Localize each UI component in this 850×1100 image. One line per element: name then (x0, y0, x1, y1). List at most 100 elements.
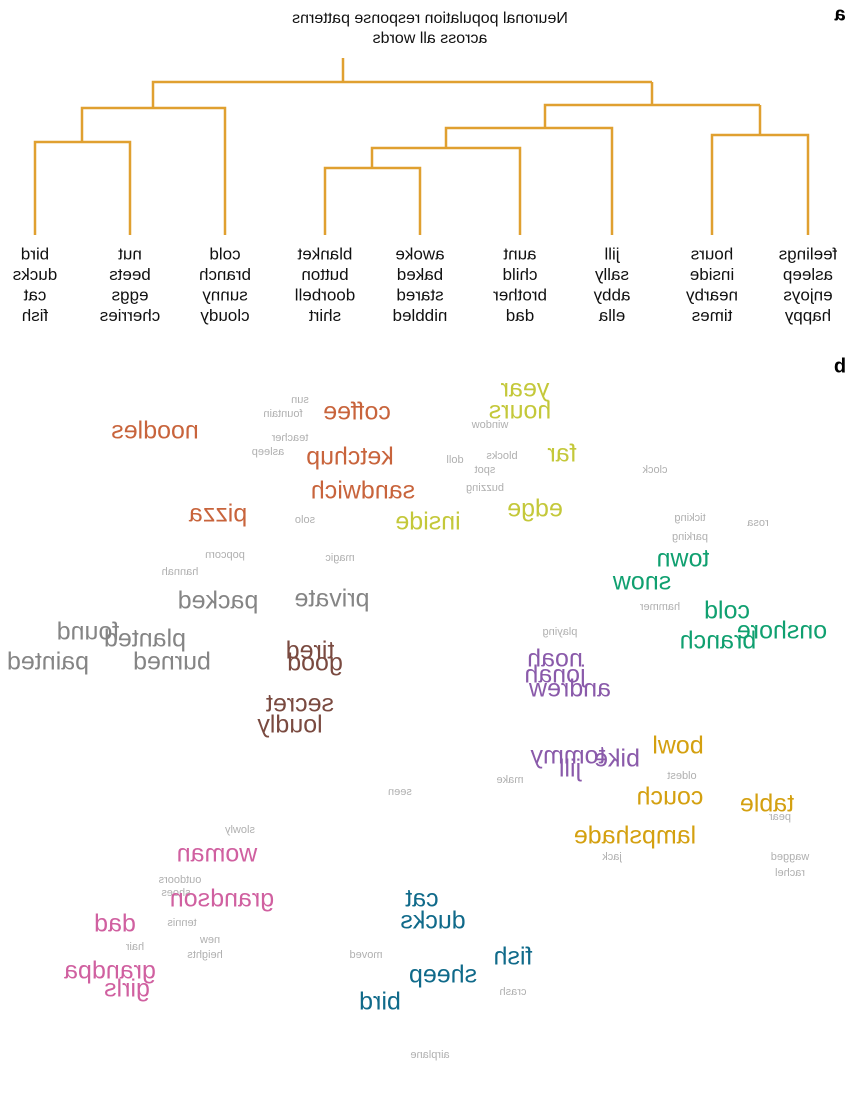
faint-word: moved (349, 949, 382, 961)
cluster-word: bowl (652, 732, 703, 760)
leaf-word: branch (199, 265, 251, 284)
faint-word: hannah (162, 566, 199, 578)
leaf-word: inside (690, 265, 734, 284)
leaf-word: nibbled (393, 306, 448, 325)
faint-word: popcorn (205, 549, 245, 561)
faint-word: tennis (167, 917, 197, 929)
cluster-word: secret (266, 690, 334, 718)
cluster-word: woman (177, 840, 259, 868)
leaf-word: dad (506, 306, 534, 325)
faint-word: jack (602, 851, 623, 863)
cluster-word: grandpa (64, 957, 156, 985)
leaf-word: stared (396, 285, 443, 304)
cluster-word: cold (704, 597, 750, 625)
faint-word: parking (672, 531, 708, 543)
faint-word: pear (769, 811, 791, 823)
cluster-word: sheep (409, 961, 477, 989)
dendrogram-branch (323, 82, 760, 235)
cluster-word: lampshade (574, 822, 696, 850)
faint-word: new (200, 934, 220, 946)
leaf-word: bird (21, 244, 49, 263)
leaf-word: ella (598, 306, 625, 325)
cluster-word: edge (507, 495, 563, 523)
cluster-word: far (547, 440, 576, 468)
cluster-word: found (57, 618, 120, 646)
cluster-word: private (294, 585, 369, 613)
leaf-word: brother (493, 285, 547, 304)
cluster-word: good (287, 649, 343, 677)
panel-label: b (834, 355, 846, 377)
leaf-word: ducks (13, 265, 57, 284)
leaf-word: jill (604, 244, 620, 263)
cluster-word: branch (680, 627, 756, 655)
faint-word: shoes (161, 887, 191, 899)
faint-word: slowly (225, 824, 255, 836)
cluster-word: table (740, 790, 794, 818)
cluster-word: girls (104, 975, 150, 1003)
cluster-word: noodles (111, 417, 199, 445)
faint-word: sun (291, 394, 309, 406)
faint-word: asleep (252, 446, 284, 458)
cluster-word: grandson (170, 885, 274, 913)
cluster-word: sandwich (311, 477, 415, 505)
leaf-word: asleep (783, 265, 833, 284)
faint-word: crash (500, 986, 527, 998)
cluster-word: noah (527, 645, 583, 673)
faint-word: solo (295, 514, 315, 526)
cluster-word: loudly (257, 711, 323, 739)
cluster-word: ketchup (306, 443, 394, 471)
leaf-word: enjoys (783, 285, 832, 304)
figure-title: Neuronal population response patterns (292, 10, 568, 27)
leaf-word: button (301, 265, 348, 284)
faint-word: outdoors (158, 874, 201, 886)
faint-word: oldest (667, 770, 696, 782)
cluster-word: ducks (400, 907, 465, 935)
leaf-word: awoke (395, 244, 444, 263)
faint-word: buzzing (466, 482, 504, 494)
leaf-word: blanket (297, 244, 352, 263)
cluster-word: couch (637, 783, 704, 811)
faint-word: playing (543, 626, 578, 638)
faint-word: blocks (486, 450, 518, 462)
leaf-word: eggs (112, 285, 149, 304)
faint-word: airplane (410, 1049, 449, 1061)
cluster-word: snow (612, 568, 671, 596)
cluster-word: bird (359, 988, 401, 1016)
cluster-word: pizza (189, 500, 247, 528)
leaf-word: cloudy (200, 306, 250, 325)
leaf-word: hours (691, 244, 734, 263)
cluster-word: burned (133, 648, 211, 676)
faint-word: window (472, 419, 510, 431)
leaf-word: doorbell (295, 285, 356, 304)
faint-word: teacher (271, 432, 308, 444)
faint-word: fountain (263, 408, 302, 420)
cluster-word: town (657, 545, 710, 573)
leaf-word: nut (118, 244, 142, 263)
panel-label: a (834, 3, 846, 25)
faint-word: make (497, 774, 524, 786)
dendrogram-branch (710, 105, 810, 235)
cluster-word: bike (594, 745, 640, 773)
faint-word: rachel (775, 867, 805, 879)
leaf-word: sally (594, 265, 629, 284)
cluster-word: andrew (528, 675, 611, 703)
leaf-word: cold (209, 244, 240, 263)
leaf-word: sunny (202, 285, 248, 304)
leaf-word: happy (784, 306, 831, 325)
faint-word: wagged (771, 851, 811, 863)
cluster-word: tommy (530, 742, 606, 770)
faint-word: clock (642, 464, 668, 476)
cluster-word: jonah (524, 661, 586, 689)
leaf-word: times (692, 306, 733, 325)
leaf-word: cherries (100, 306, 160, 325)
faint-word: rosa (746, 517, 768, 529)
dendrogram-branch (33, 58, 652, 235)
leaf-word: fish (22, 306, 48, 325)
faint-word: magic (325, 552, 355, 564)
cluster-word: painted (7, 648, 89, 676)
cluster-word: coffee (323, 398, 391, 426)
cluster-word: tired (286, 637, 335, 665)
cluster-word: hours (489, 397, 552, 425)
cluster-word: packed (178, 587, 259, 615)
